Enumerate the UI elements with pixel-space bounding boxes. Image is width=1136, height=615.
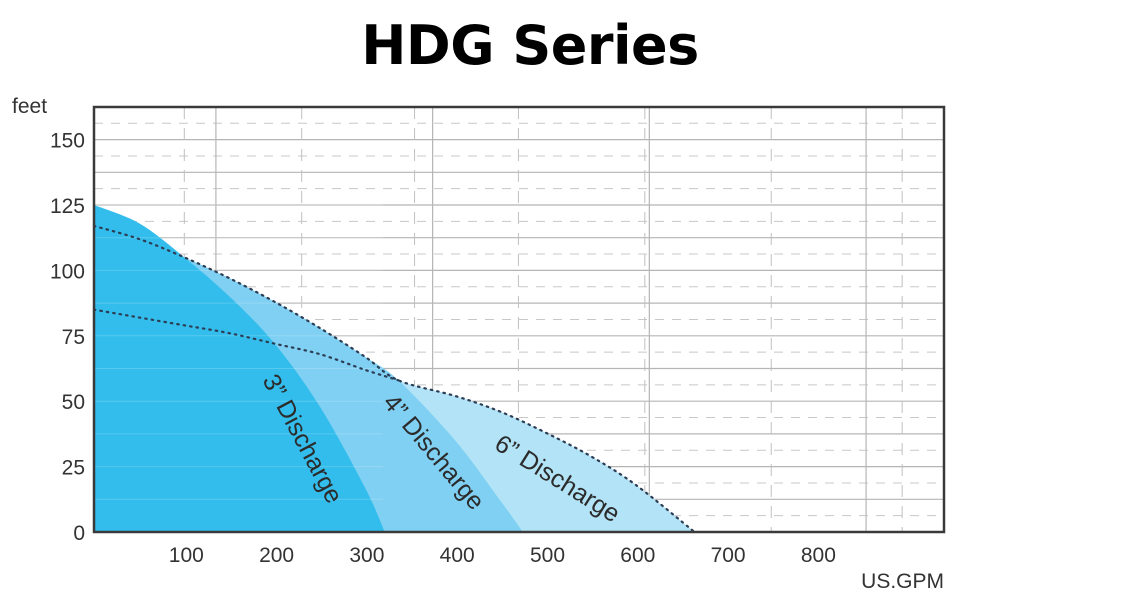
- y-tick-label: 75: [62, 326, 85, 349]
- x-tick-label: 300: [349, 544, 384, 567]
- chart-title: HDG Series: [361, 14, 699, 77]
- y-axis-unit: feet: [12, 95, 47, 118]
- y-axis-ticks: 0 25 50 75 100 125 150: [50, 130, 85, 545]
- y-tick-label: 150: [50, 130, 85, 153]
- dotted-curves: [92, 224, 696, 534]
- y-tick-label: 50: [62, 391, 85, 414]
- x-tick-label: 800: [801, 544, 836, 567]
- x-tick-label: 200: [259, 544, 294, 567]
- plot-frame: [92, 105, 946, 534]
- y-tick-label: 25: [62, 457, 85, 480]
- x-axis-ticks: 100 200 300 400 500 600 700 800: [169, 544, 836, 567]
- y-tick-label: 0: [73, 522, 85, 545]
- y-tick-label: 125: [50, 195, 85, 218]
- x-tick-label: 600: [620, 544, 655, 567]
- x-axis-unit: US.GPM: [861, 570, 944, 593]
- area-3in-discharge: [94, 205, 385, 532]
- x-tick-label: 400: [440, 544, 475, 567]
- x-tick-label: 100: [169, 544, 204, 567]
- x-tick-label: 500: [530, 544, 565, 567]
- y-tick-label: 100: [50, 260, 85, 283]
- x-tick-label: 700: [711, 544, 746, 567]
